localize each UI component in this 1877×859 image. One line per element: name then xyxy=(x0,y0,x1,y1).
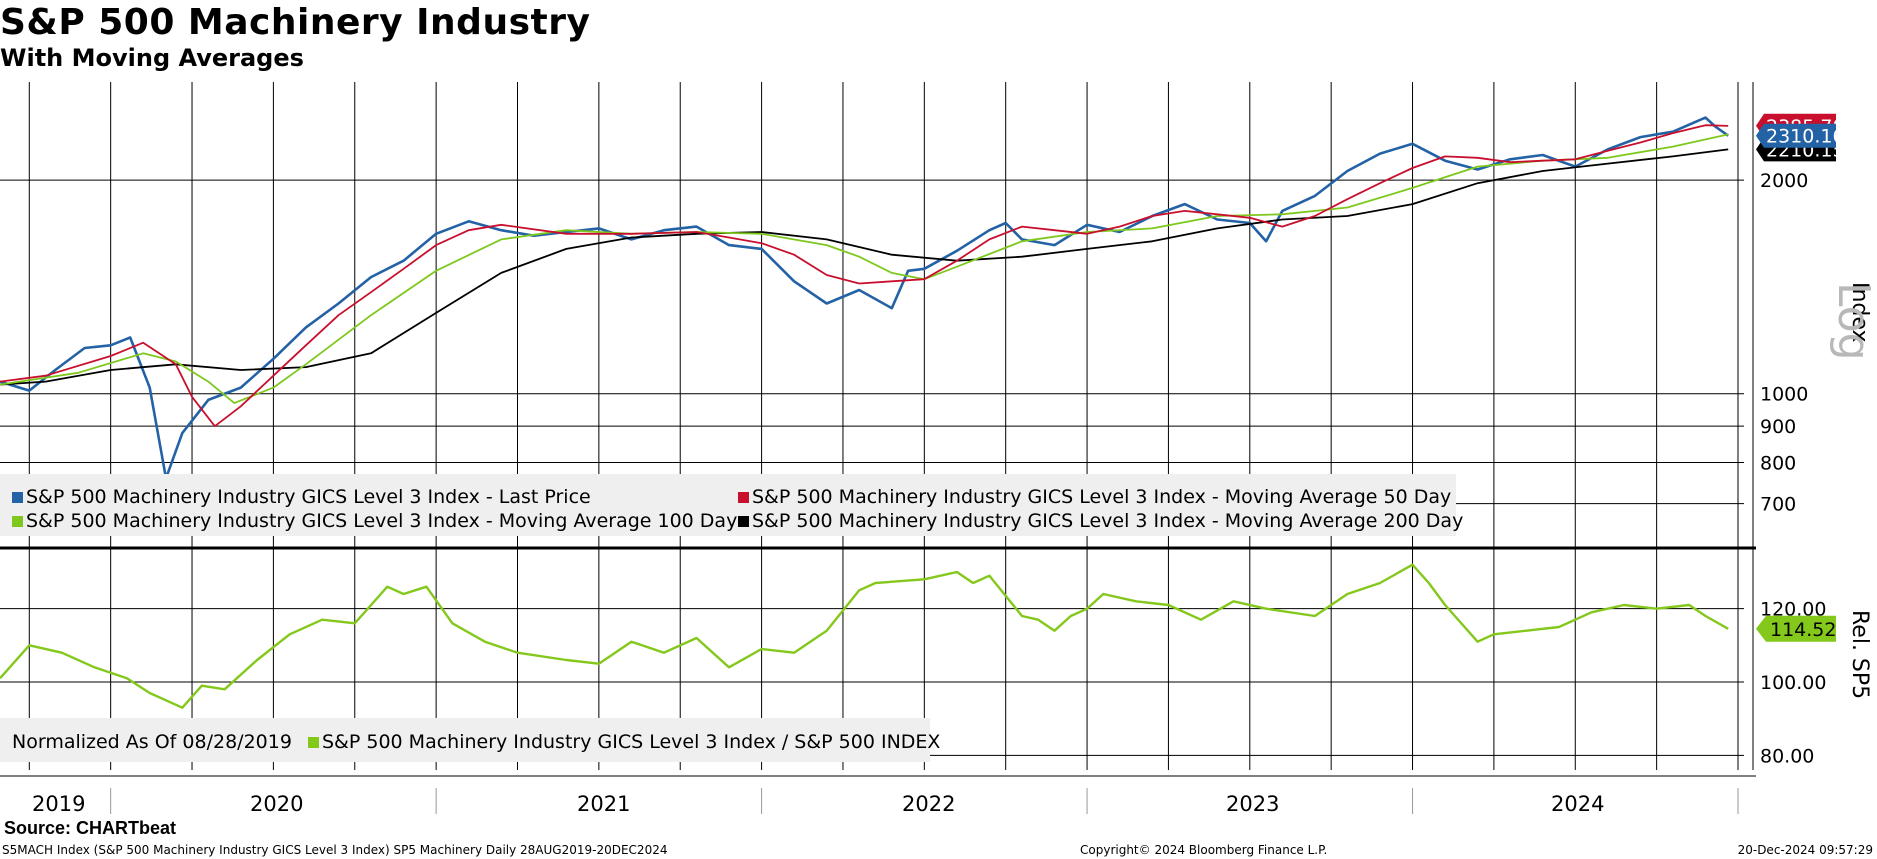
legend-relative: S&P 500 Machinery Industry GICS Level 3 … xyxy=(308,731,940,753)
upper-y-axis-title: Index xyxy=(1847,282,1872,343)
upper-y-tick-label: 800 xyxy=(1760,452,1796,474)
upper-y-tick-label: 900 xyxy=(1760,416,1796,438)
last-value-tag-price-text: 2310.16 xyxy=(1766,126,1845,148)
source-note: Source: CHARTbeat xyxy=(4,818,177,838)
log-scale-label: Log xyxy=(1828,282,1877,361)
lower-y-tick-label: 80.00 xyxy=(1760,745,1814,767)
legend-swatch-relative xyxy=(308,737,319,748)
chart-title: S&P 500 Machinery Industry xyxy=(0,2,591,43)
legend-normalized: Normalized As Of 08/28/2019 xyxy=(12,731,292,753)
ma50-line xyxy=(0,124,1729,428)
lower-y-tick-label: 100.00 xyxy=(1760,672,1826,694)
last-value-tag-relative-text: 114.52 xyxy=(1770,619,1836,641)
footer-copyright: Copyright© 2024 Bloomberg Finance L.P. xyxy=(1080,843,1328,857)
legend-label-relative: S&P 500 Machinery Industry GICS Level 3 … xyxy=(322,731,941,753)
upper-y-tick-label: 1000 xyxy=(1760,384,1808,406)
relative-line xyxy=(0,563,1729,709)
year-label-2019: 2019 xyxy=(32,792,86,816)
upper-horizontal-gridlines xyxy=(0,179,1744,505)
lower-y-axis-title: Rel. SP5 xyxy=(1847,610,1872,700)
footer-description: S5MACH Index (S&P 500 Machinery Industry… xyxy=(2,843,668,857)
upper-legend xyxy=(0,474,1456,536)
legend-ma100: S&P 500 Machinery Industry GICS Level 3 … xyxy=(12,510,737,532)
chart-subtitle: With Moving Averages xyxy=(0,44,304,72)
year-label-2021: 2021 xyxy=(577,792,631,816)
ma200-line xyxy=(0,148,1729,386)
legend-label-last-price: S&P 500 Machinery Industry GICS Level 3 … xyxy=(26,486,591,508)
year-label-2020: 2020 xyxy=(250,792,304,816)
ma100-line xyxy=(0,133,1729,404)
lower-legend xyxy=(0,718,930,762)
legend-swatch-ma50 xyxy=(738,492,749,503)
legend-last-price: S&P 500 Machinery Industry GICS Level 3 … xyxy=(12,486,591,508)
legend-label-ma50: S&P 500 Machinery Industry GICS Level 3 … xyxy=(752,486,1452,508)
legend-label-ma100: S&P 500 Machinery Industry GICS Level 3 … xyxy=(26,510,738,532)
legend-ma50: S&P 500 Machinery Industry GICS Level 3 … xyxy=(738,486,1451,508)
legend-swatch-ma200 xyxy=(738,516,749,527)
legend-ma200: S&P 500 Machinery Industry GICS Level 3 … xyxy=(738,510,1463,532)
year-label-2022: 2022 xyxy=(902,792,956,816)
last-value-tag-price-box xyxy=(1756,123,1836,148)
upper-y-tick-label: 2000 xyxy=(1760,170,1808,192)
year-label-2024: 2024 xyxy=(1551,792,1605,816)
legend-swatch-last-price xyxy=(12,492,23,503)
legend-label-ma200: S&P 500 Machinery Industry GICS Level 3 … xyxy=(752,510,1464,532)
price-line xyxy=(0,116,1729,480)
legend-swatch-ma100 xyxy=(12,516,23,527)
upper-y-tick-label: 700 xyxy=(1760,494,1796,516)
footer-timestamp: 20-Dec-2024 09:57:29 xyxy=(1737,843,1873,857)
lower-y-tick-label: 120.00 xyxy=(1760,599,1826,621)
year-label-2023: 2023 xyxy=(1226,792,1280,816)
last-value-tag-relative-box xyxy=(1756,615,1836,642)
